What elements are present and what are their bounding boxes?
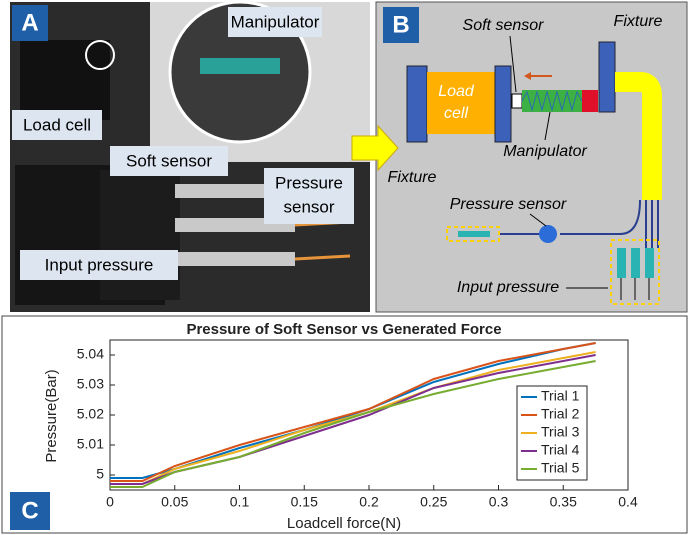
label: Pressure sensor xyxy=(450,196,567,213)
x-tick-label: 0.2 xyxy=(359,494,379,510)
zoom-origin xyxy=(85,40,115,70)
soft-sensor xyxy=(511,93,523,109)
y-tick-label: 5.04 xyxy=(77,346,104,362)
panel-label-box xyxy=(383,7,419,43)
fixture xyxy=(598,41,616,113)
series-line xyxy=(110,351,596,485)
leader xyxy=(509,35,517,93)
legend-label: Trial 4 xyxy=(541,442,580,458)
legend-label: Trial 2 xyxy=(541,406,580,422)
x-tick-label: 0.1 xyxy=(230,494,250,510)
x-axis-label: Loadcell force(N) xyxy=(287,515,401,532)
label: sensor xyxy=(283,197,334,216)
x-tick-label: 0.15 xyxy=(291,494,318,510)
legend-label: Trial 3 xyxy=(541,424,580,440)
chart-title: Pressure of Soft Sensor vs Generated For… xyxy=(186,321,501,338)
pressure-sensor xyxy=(539,225,557,243)
label: Input pressure xyxy=(457,279,559,296)
panel-label: C xyxy=(21,497,38,524)
series-line xyxy=(110,360,596,488)
x-tick-label: 0.3 xyxy=(489,494,509,510)
label: Load xyxy=(438,83,475,100)
label-box xyxy=(20,250,178,280)
sensor-icon xyxy=(458,231,490,237)
legend-label: Trial 5 xyxy=(541,460,580,476)
panel-label-box xyxy=(12,5,48,41)
leader xyxy=(544,111,551,141)
panel-label-box xyxy=(10,492,50,530)
label: Load cell xyxy=(23,115,91,134)
y-tick-label: 5.03 xyxy=(77,376,104,392)
x-tick-label: 0.25 xyxy=(420,494,447,510)
arrow xyxy=(351,124,399,172)
legend-label: Trial 1 xyxy=(541,388,580,404)
leader xyxy=(529,213,547,227)
y-tick-label: 5.01 xyxy=(77,436,104,452)
panel-label: A xyxy=(21,9,38,36)
label: Manipulator xyxy=(231,12,320,31)
load-cell xyxy=(427,72,495,134)
label-box xyxy=(264,168,354,224)
load-cell-mount xyxy=(20,40,110,120)
syringe-icons xyxy=(617,248,654,300)
y-tick-label: 5 xyxy=(96,466,104,482)
x-tick-label: 0.4 xyxy=(618,494,638,510)
label: cell xyxy=(444,105,468,122)
series-line xyxy=(110,354,596,485)
label: Pressure xyxy=(275,173,343,192)
label: Manipulator xyxy=(503,143,587,160)
syringe-holder xyxy=(100,170,180,300)
tube xyxy=(615,72,662,200)
manipulator-body xyxy=(522,90,582,112)
label: Fixture xyxy=(614,13,663,30)
spring xyxy=(521,90,583,112)
manipulator-end xyxy=(582,90,598,112)
x-tick-label: 0.35 xyxy=(550,494,577,510)
label-box xyxy=(12,110,102,140)
label-box xyxy=(110,146,228,176)
label-box xyxy=(228,7,322,37)
label: Input pressure xyxy=(45,255,154,274)
y-tick-label: 5.02 xyxy=(77,406,104,422)
x-tick-label: 0 xyxy=(106,494,114,510)
sensor-zoom xyxy=(200,58,280,74)
panel-label: B xyxy=(392,11,409,38)
direction-arrow-head xyxy=(524,72,531,80)
label: Soft sensor xyxy=(126,151,212,170)
y-axis-label: Pressure(Bar) xyxy=(43,369,60,462)
fixture xyxy=(494,65,512,143)
label: Soft sensor xyxy=(463,17,545,34)
x-tick-label: 0.05 xyxy=(161,494,188,510)
series-line xyxy=(110,342,596,482)
fixture xyxy=(406,65,428,143)
highlight-box xyxy=(446,226,500,242)
highlight-box xyxy=(610,239,660,305)
label: Fixture xyxy=(388,169,437,186)
